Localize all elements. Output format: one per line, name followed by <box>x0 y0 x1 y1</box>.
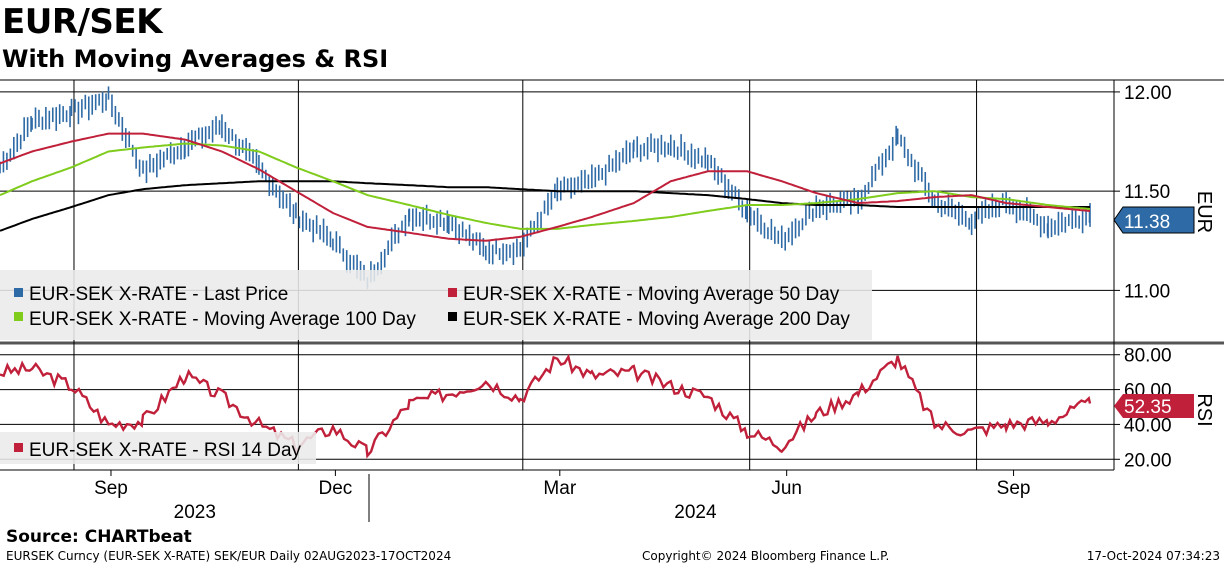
legend-price: EUR-SEK X-RATE - Last Price <box>29 284 288 305</box>
ticker-info: EURSEK Curncy (EUR-SEK X-RATE) SEK/EUR D… <box>6 549 452 563</box>
ma100-line <box>0 142 1091 230</box>
price-tick-label: 12.00 <box>1124 83 1172 104</box>
rsi-axis-label: RSI <box>1193 393 1215 426</box>
legend-ma100: EUR-SEK X-RATE - Moving Average 100 Day <box>29 309 416 330</box>
price-tick-label: 11.00 <box>1124 281 1170 302</box>
legend-swatch-rsi <box>14 443 23 452</box>
x-month-label: Dec <box>318 478 352 499</box>
price-tick-label: 11.50 <box>1124 182 1170 203</box>
price-axis: 12.00 11.50 11.00 <box>1114 83 1172 302</box>
legend-ma50: EUR-SEK X-RATE - Moving Average 50 Day <box>463 284 840 305</box>
rsi-legend: EUR-SEK X-RATE - RSI 14 Day <box>0 432 316 464</box>
page-title: EUR/SEK <box>2 2 163 42</box>
legend-swatch-ma50 <box>448 288 457 297</box>
last-price-value: 11.38 <box>1124 212 1170 233</box>
x-month-label: Jun <box>771 478 802 499</box>
x-year-label: 2024 <box>674 502 717 523</box>
legend-swatch-ma200 <box>448 312 457 321</box>
moving-average-lines <box>0 132 1091 242</box>
x-year-label: 2023 <box>174 502 216 523</box>
last-rsi-value: 52.35 <box>1124 397 1172 418</box>
last-price-tag: 11.38 <box>1113 206 1195 234</box>
ma200-line <box>0 180 1090 232</box>
copyright: Copyright© 2024 Bloomberg Finance L.P. <box>642 549 890 563</box>
rsi-series-line <box>0 353 1092 459</box>
rsi-line <box>0 353 1092 459</box>
legend-rsi: EUR-SEK X-RATE - RSI 14 Day <box>29 440 302 461</box>
source-note: Source: CHARTbeat <box>6 527 192 547</box>
x-month-label: Sep <box>94 478 128 499</box>
x-month-label: Sep <box>997 478 1031 499</box>
price-legend: EUR-SEK X-RATE - Last Price EUR-SEK X-RA… <box>0 270 872 340</box>
legend-ma200: EUR-SEK X-RATE - Moving Average 200 Day <box>463 309 850 330</box>
price-bars <box>0 86 1091 290</box>
ma50-line <box>0 132 1091 242</box>
rsi-tick-label: 80.00 <box>1124 346 1172 367</box>
legend-swatch-price <box>14 288 23 297</box>
rsi-tick-label: 20.00 <box>1124 450 1172 471</box>
price-axis-label: EUR <box>1193 191 1215 233</box>
legend-swatch-ma100 <box>14 312 23 321</box>
timestamp: 17-Oct-2024 07:34:23 <box>1086 549 1220 563</box>
rsi-tick-label: 40.00 <box>1124 415 1172 436</box>
x-month-label: Mar <box>543 478 576 499</box>
last-rsi-tag: 52.35 <box>1114 394 1194 418</box>
x-axis: Sep Dec Mar Jun Sep 2023 2024 <box>94 470 1030 523</box>
page-subtitle: With Moving Averages & RSI <box>2 45 389 73</box>
